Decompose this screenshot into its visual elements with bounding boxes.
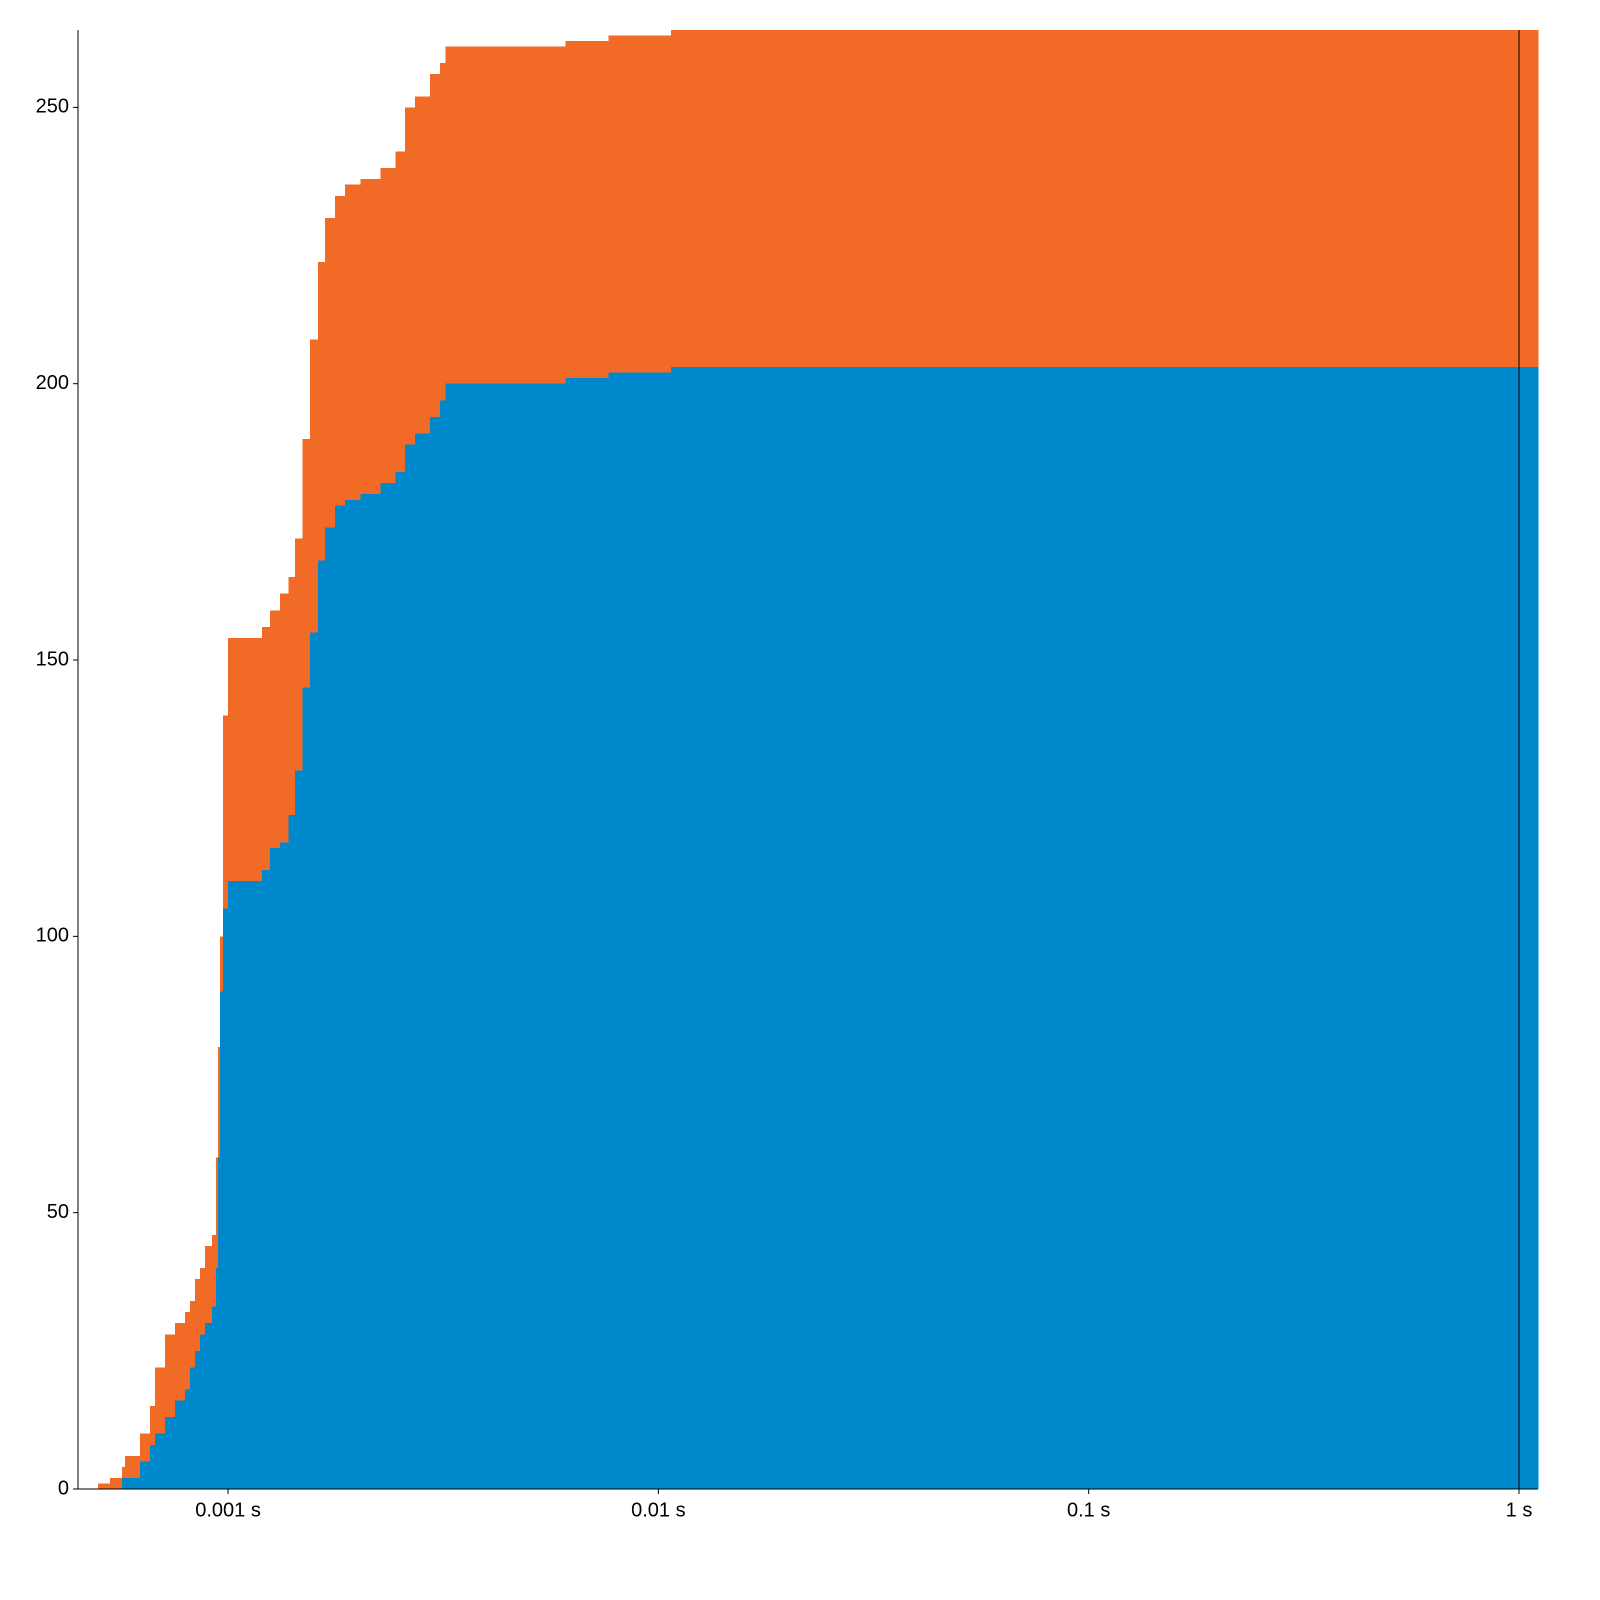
step-segment — [216, 1267, 219, 1489]
step-segment — [302, 438, 311, 688]
step-segment — [345, 499, 361, 1489]
step-segment — [165, 1334, 176, 1418]
y-tick-label: 150 — [36, 648, 69, 670]
step-segment — [220, 991, 224, 1489]
step-segment — [184, 1312, 191, 1390]
step-segment — [212, 1234, 217, 1307]
step-segment — [190, 1301, 196, 1368]
step-segment — [380, 483, 397, 1489]
step-segment — [440, 400, 446, 1490]
step-segment — [195, 1278, 201, 1351]
step-segment — [218, 1157, 221, 1489]
step-segment — [325, 217, 336, 528]
step-segment — [124, 1455, 141, 1478]
step-segment — [269, 847, 281, 1489]
step-segment — [190, 1367, 196, 1489]
step-segment — [325, 527, 336, 1489]
x-tick-label: 0.01 s — [631, 1499, 685, 1521]
step-segment — [228, 637, 263, 882]
step-segment — [122, 1466, 126, 1478]
x-tick-label: 1 s — [1506, 1499, 1533, 1521]
step-segment — [269, 610, 281, 848]
step-segment — [405, 444, 416, 1489]
step-segment — [395, 472, 406, 1489]
step-segment — [608, 35, 672, 373]
step-segment — [200, 1334, 206, 1489]
step-segment — [288, 814, 296, 1489]
step-segment — [334, 505, 346, 1490]
step-segment — [154, 1367, 166, 1434]
step-segment — [345, 184, 361, 500]
step-segment — [288, 577, 296, 815]
step-segment — [430, 416, 441, 1489]
step-segment — [318, 560, 326, 1489]
step-segment — [175, 1400, 186, 1489]
step-segment — [200, 1267, 206, 1335]
step-segment — [262, 626, 271, 871]
step-segment — [218, 1046, 221, 1158]
step-segment — [122, 1477, 126, 1489]
y-tick-label: 100 — [36, 925, 69, 947]
step-segment — [360, 179, 381, 495]
step-segment — [565, 378, 609, 1490]
step-segment — [228, 881, 263, 1489]
step-segment — [223, 715, 229, 909]
step-segment — [165, 1417, 176, 1489]
step-segment — [318, 262, 326, 561]
step-segment — [445, 383, 566, 1489]
step-segment — [279, 593, 289, 843]
y-tick-label: 200 — [36, 372, 69, 394]
step-segment — [395, 151, 406, 473]
step-segment — [195, 1350, 201, 1489]
x-tick-label: 0.1 s — [1067, 1499, 1110, 1521]
y-tick-label: 250 — [36, 96, 69, 118]
step-segment — [415, 433, 431, 1490]
step-segment — [334, 195, 346, 506]
y-tick-label: 0 — [58, 1477, 69, 1499]
step-segment — [294, 770, 304, 1489]
step-segment — [405, 107, 416, 445]
step-segment — [279, 842, 289, 1489]
step-segment — [440, 63, 446, 401]
step-segment — [223, 908, 229, 1489]
step-segment — [150, 1444, 156, 1489]
step-segment — [608, 372, 672, 1490]
step-segment — [184, 1389, 191, 1489]
step-segment — [175, 1323, 186, 1401]
step-segment — [262, 870, 271, 1489]
x-tick-label: 0.001 s — [195, 1499, 261, 1521]
step-segment — [124, 1477, 141, 1489]
step-segment — [205, 1323, 213, 1489]
step-segment — [430, 74, 441, 417]
step-segment — [139, 1461, 151, 1489]
step-segment — [671, 30, 1539, 368]
step-segment — [212, 1306, 217, 1489]
step-segment — [216, 1157, 219, 1268]
step-segment — [360, 494, 381, 1489]
step-segment — [205, 1245, 213, 1324]
step-segment — [302, 687, 311, 1489]
step-segment — [150, 1406, 156, 1445]
step-segment — [565, 41, 609, 379]
step-segment — [154, 1433, 166, 1489]
step-segment — [294, 538, 304, 771]
step-segment — [220, 936, 224, 992]
step-segment — [139, 1433, 151, 1462]
step-segment — [109, 1477, 123, 1489]
step-segment — [445, 46, 566, 384]
step-segment — [380, 168, 397, 484]
step-segment — [97, 1483, 111, 1489]
step-segment — [309, 632, 319, 1489]
step-segment — [309, 339, 319, 633]
step-segment — [415, 96, 431, 434]
y-tick-label: 50 — [47, 1201, 69, 1223]
step-segment — [671, 367, 1539, 1489]
